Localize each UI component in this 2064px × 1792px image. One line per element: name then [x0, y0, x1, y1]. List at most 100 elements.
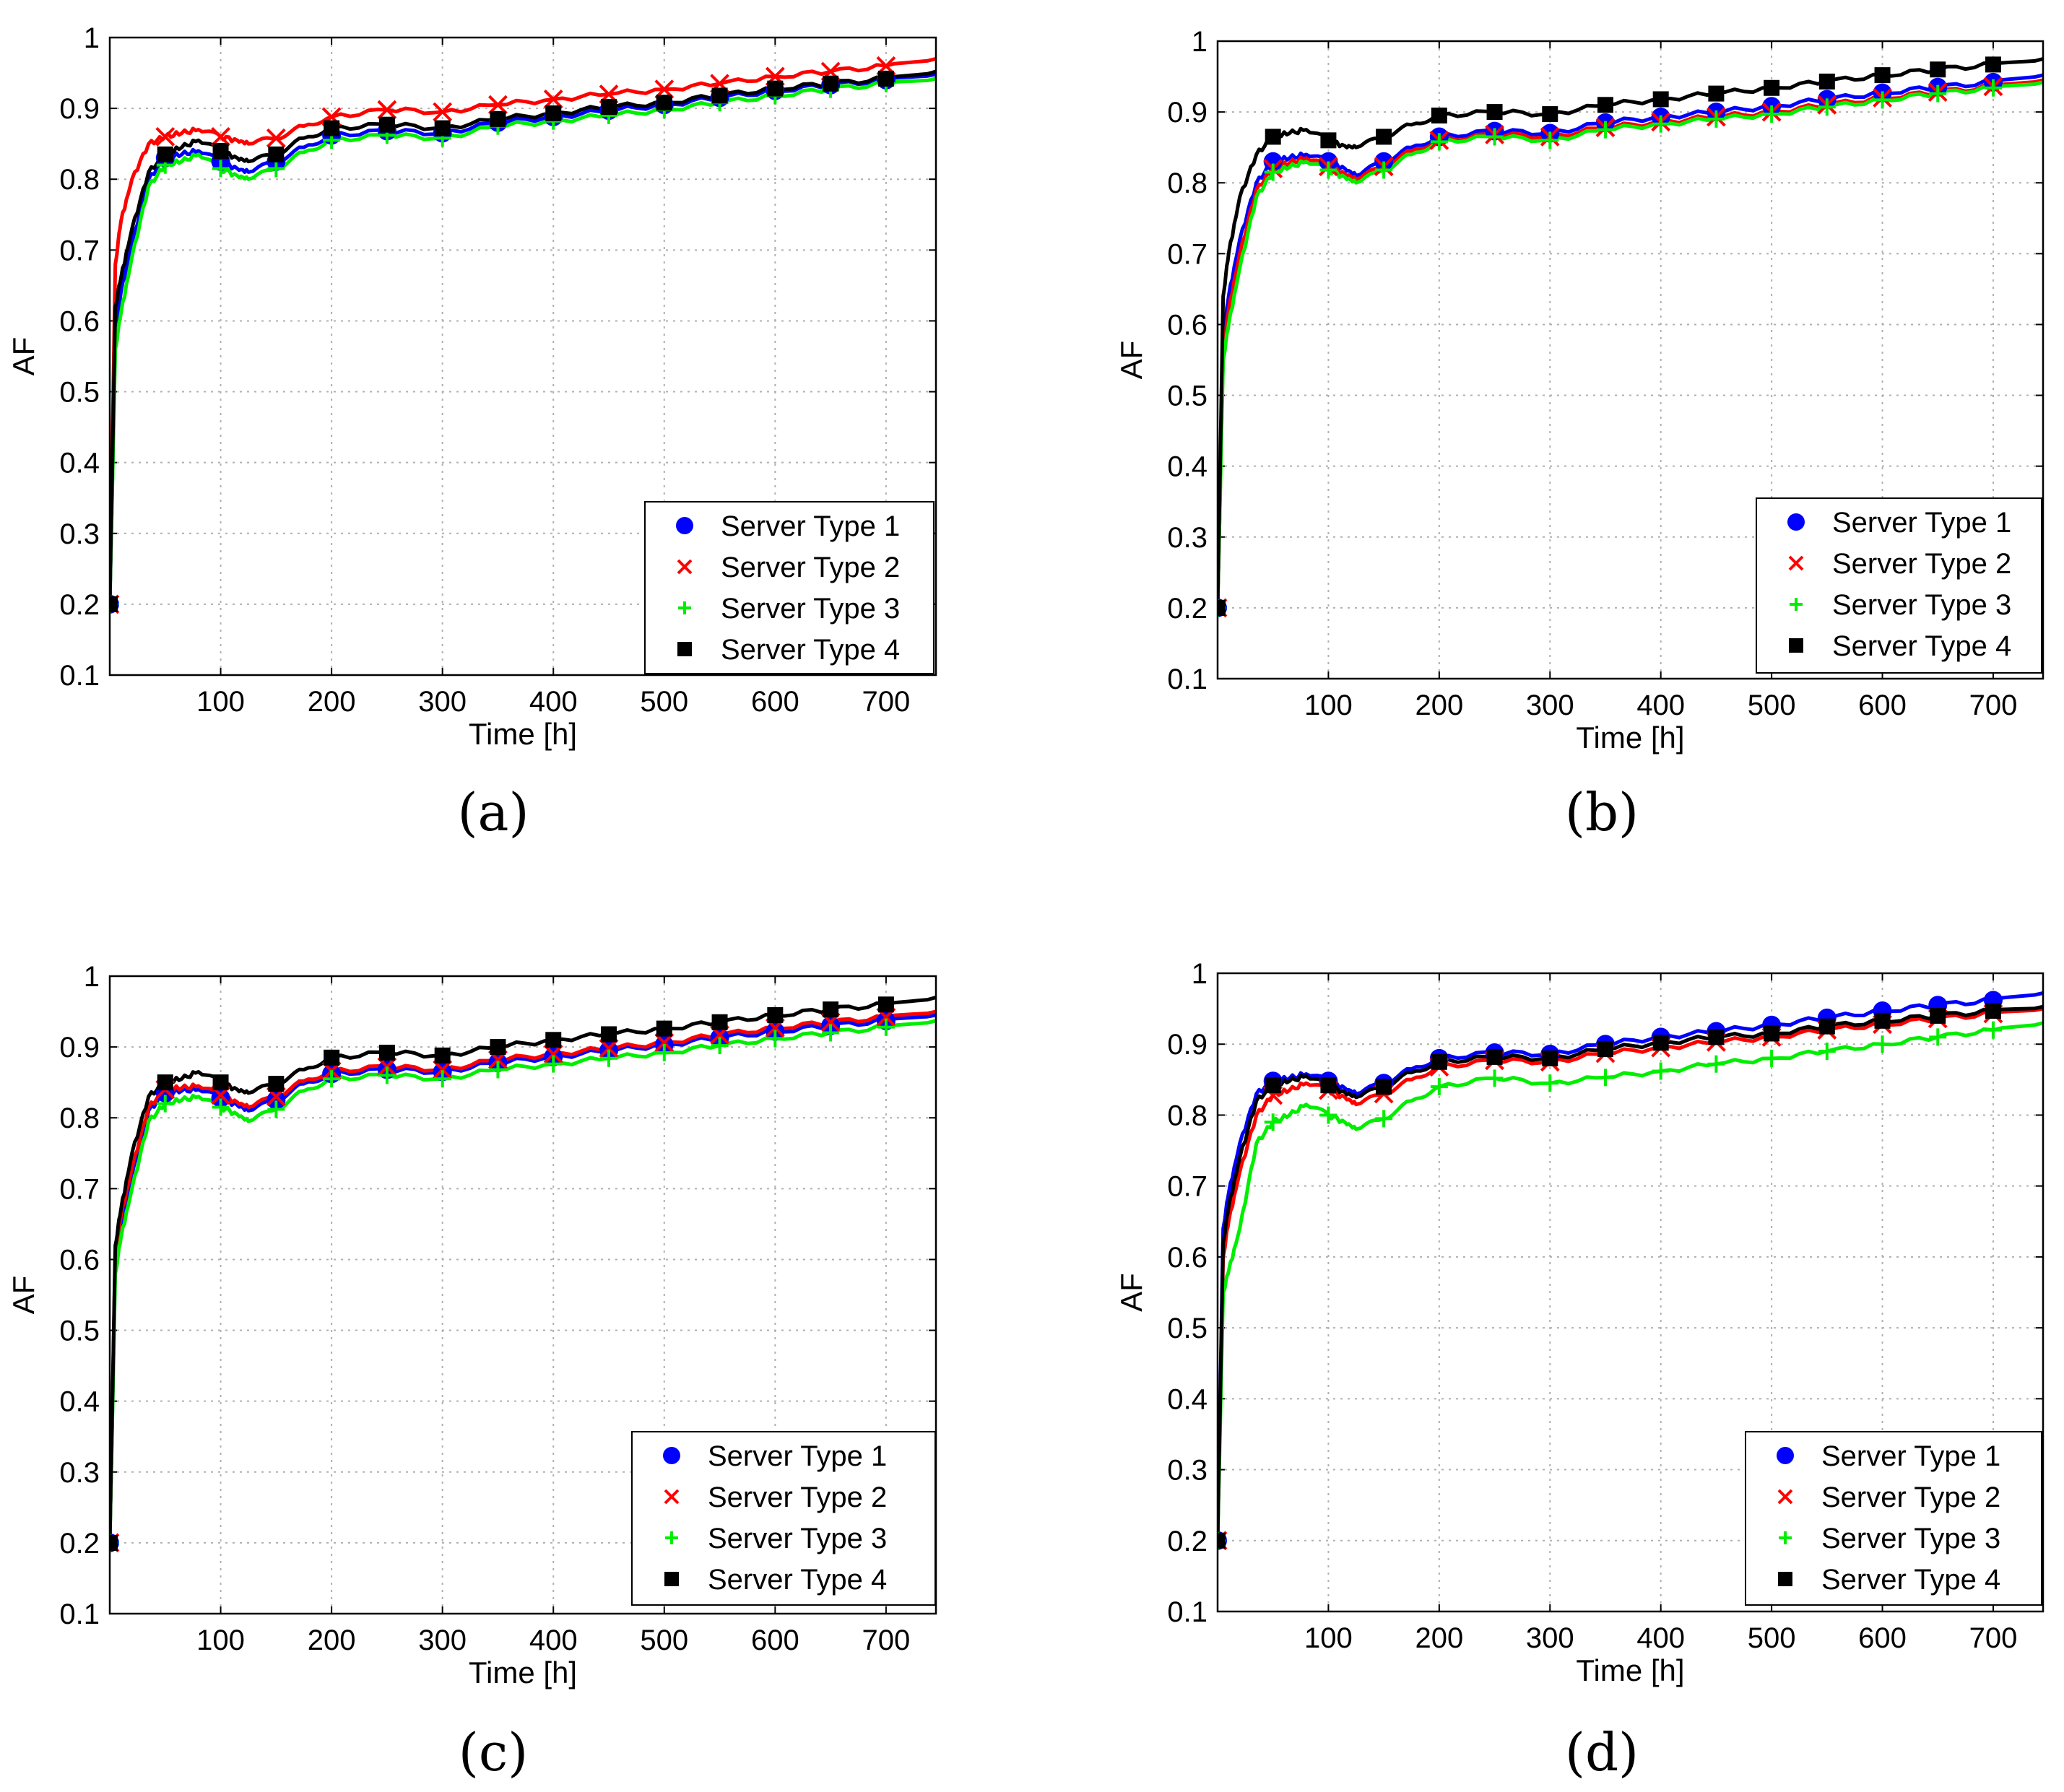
- y-tick-label: 0.4: [59, 448, 100, 479]
- marker-p2-s3-9: [1707, 110, 1725, 128]
- marker-p1-s4-13: [823, 75, 839, 92]
- y-tick-label: 0.1: [1167, 664, 1207, 695]
- marker-p4-s3-9: [1707, 1055, 1725, 1073]
- plot-area: [110, 995, 936, 1553]
- marker-p2-s2-legend: [1788, 555, 1804, 571]
- plot-area: [110, 56, 936, 614]
- marker-p3-s1-2: [211, 1088, 230, 1108]
- y-tick-label: 0.6: [59, 1244, 100, 1276]
- y-tick-label: 0.1: [1167, 1596, 1207, 1628]
- marker-p2-s3-1: [1264, 163, 1282, 181]
- y-tick-label: 0.4: [1167, 1383, 1207, 1415]
- y-tick-label: 0.3: [59, 518, 100, 550]
- legend: Server Type 1 Server Type 2 Server Type 3 S…: [1745, 1431, 2042, 1606]
- marker-p4-s3-10: [1763, 1049, 1781, 1067]
- marker-p4-s3-4: [1430, 1078, 1448, 1096]
- x-tick-label: 100: [196, 1624, 245, 1656]
- marker-p2-s1-1: [1263, 152, 1283, 171]
- x-tick-label: 700: [1969, 690, 2018, 721]
- marker-p4-s4-legend: [1778, 1572, 1792, 1586]
- marker-p3-s4-4: [324, 1049, 340, 1066]
- marker-p2-s3-legend: [1790, 598, 1803, 611]
- marker-p3-s3-14: [877, 1018, 895, 1036]
- y-tick-label: 0.2: [1167, 1526, 1207, 1557]
- marker-p1-s2-6: [433, 102, 453, 122]
- marker-p2-s4-legend: [1789, 638, 1803, 653]
- marker-p2-s3-14: [1984, 79, 2002, 97]
- marker-p4-s3-5: [1486, 1069, 1504, 1087]
- marker-p3-s3-legend: [665, 1531, 678, 1544]
- legend-entry-3: Server Type 3: [721, 593, 900, 625]
- x-tick-label: 200: [1415, 690, 1463, 721]
- x-tick-label: 600: [751, 1624, 799, 1656]
- y-tick-label: 0.5: [59, 1315, 100, 1347]
- marker-p1-s4-7: [490, 110, 506, 127]
- marker-p2-s4-3: [1376, 129, 1392, 145]
- marker-p4-s3-2: [1319, 1106, 1337, 1124]
- marker-p2-s4-12: [1874, 67, 1891, 84]
- marker-p2-s3-12: [1873, 91, 1891, 109]
- legend-entry-2: Server Type 2: [708, 1482, 887, 1513]
- marker-p4-s3-7: [1596, 1069, 1614, 1087]
- marker-p2-s4-7: [1597, 97, 1613, 113]
- marker-p4-s3-legend: [1779, 1531, 1792, 1544]
- marker-p1-s4-5: [378, 116, 395, 133]
- y-tick-label: 0.1: [59, 660, 100, 692]
- marker-p3-s4-3: [268, 1076, 285, 1092]
- marker-p3-s2-9: [599, 1038, 619, 1058]
- axes-frame: [1216, 972, 2045, 1613]
- y-tick-label: 0.2: [59, 1528, 100, 1560]
- x-tick-label: 100: [196, 686, 245, 718]
- y-tick-label: 0.8: [1167, 1100, 1207, 1131]
- axes-frame: [108, 36, 937, 677]
- marker-p3-s3-1: [156, 1095, 174, 1113]
- marker-p2-s4-9: [1708, 85, 1725, 102]
- marker-p3-s4-0: [110, 1534, 118, 1551]
- marker-p2-s4-0: [1218, 599, 1226, 616]
- marker-p4-s3-13: [1929, 1028, 1947, 1046]
- marker-p4-s3-1: [1264, 1113, 1282, 1131]
- y-tick-label: 0.3: [1167, 522, 1207, 554]
- y-tick-label: 0.9: [1167, 1029, 1207, 1061]
- legend-entry-4: Server Type 4: [708, 1564, 887, 1596]
- legend-entry-2: Server Type 2: [721, 552, 900, 583]
- x-axis-label: Time [h]: [1576, 721, 1684, 754]
- marker-p4-s2-legend: [1777, 1489, 1793, 1505]
- marker-p3-s4-7: [490, 1039, 506, 1056]
- marker-p3-s2-10: [654, 1032, 675, 1053]
- marker-p3-s3-9: [600, 1049, 618, 1067]
- legend-entry-1: Server Type 1: [708, 1440, 887, 1472]
- y-tick-label: 0.9: [1167, 97, 1207, 129]
- legend-box: [1756, 497, 2042, 674]
- marker-p2-s1-legend: [1787, 513, 1805, 531]
- marker-p2-s3-11: [1818, 98, 1836, 116]
- marker-p4-s4-6: [1542, 1050, 1558, 1066]
- x-tick-label: 600: [1858, 1622, 1907, 1654]
- marker-p2-s4-14: [1985, 56, 2001, 73]
- x-tick-label: 600: [1858, 690, 1907, 721]
- marker-p2-s3-7: [1596, 121, 1614, 139]
- marker-p2-s4-1: [1265, 129, 1281, 145]
- x-tick-label: 500: [1748, 1622, 1796, 1654]
- marker-p4-s4-1: [1265, 1077, 1281, 1094]
- marker-p3-s4-2: [212, 1074, 229, 1091]
- y-tick-label: 0.5: [1167, 1313, 1207, 1344]
- marker-p1-s3-2: [212, 160, 230, 178]
- x-tick-label: 400: [529, 1624, 578, 1656]
- y-tick-label: 1: [1192, 958, 1207, 990]
- marker-p2-s4-13: [1930, 61, 1946, 78]
- x-tick-label: 300: [418, 686, 467, 718]
- y-tick-label: 1: [1192, 26, 1207, 58]
- chart-panel-2: 100 200 300 400 500 600 700 0.1 0.2 0.3 0.4 0.5 0.6 0…: [1114, 26, 2045, 843]
- marker-p1-s2-8: [543, 89, 563, 109]
- marker-p3-s3-3: [267, 1100, 285, 1118]
- marker-p1-s2-3: [266, 128, 286, 148]
- legend-entry-4: Server Type 4: [1832, 630, 2011, 662]
- marker-p2-s4-4: [1431, 108, 1447, 124]
- marker-p3-s4-12: [767, 1006, 784, 1023]
- x-tick-label: 300: [1526, 690, 1574, 721]
- legend-entry-1: Server Type 1: [721, 510, 900, 542]
- legend-box: [644, 501, 935, 674]
- legend-entry-3: Server Type 3: [1832, 589, 2011, 621]
